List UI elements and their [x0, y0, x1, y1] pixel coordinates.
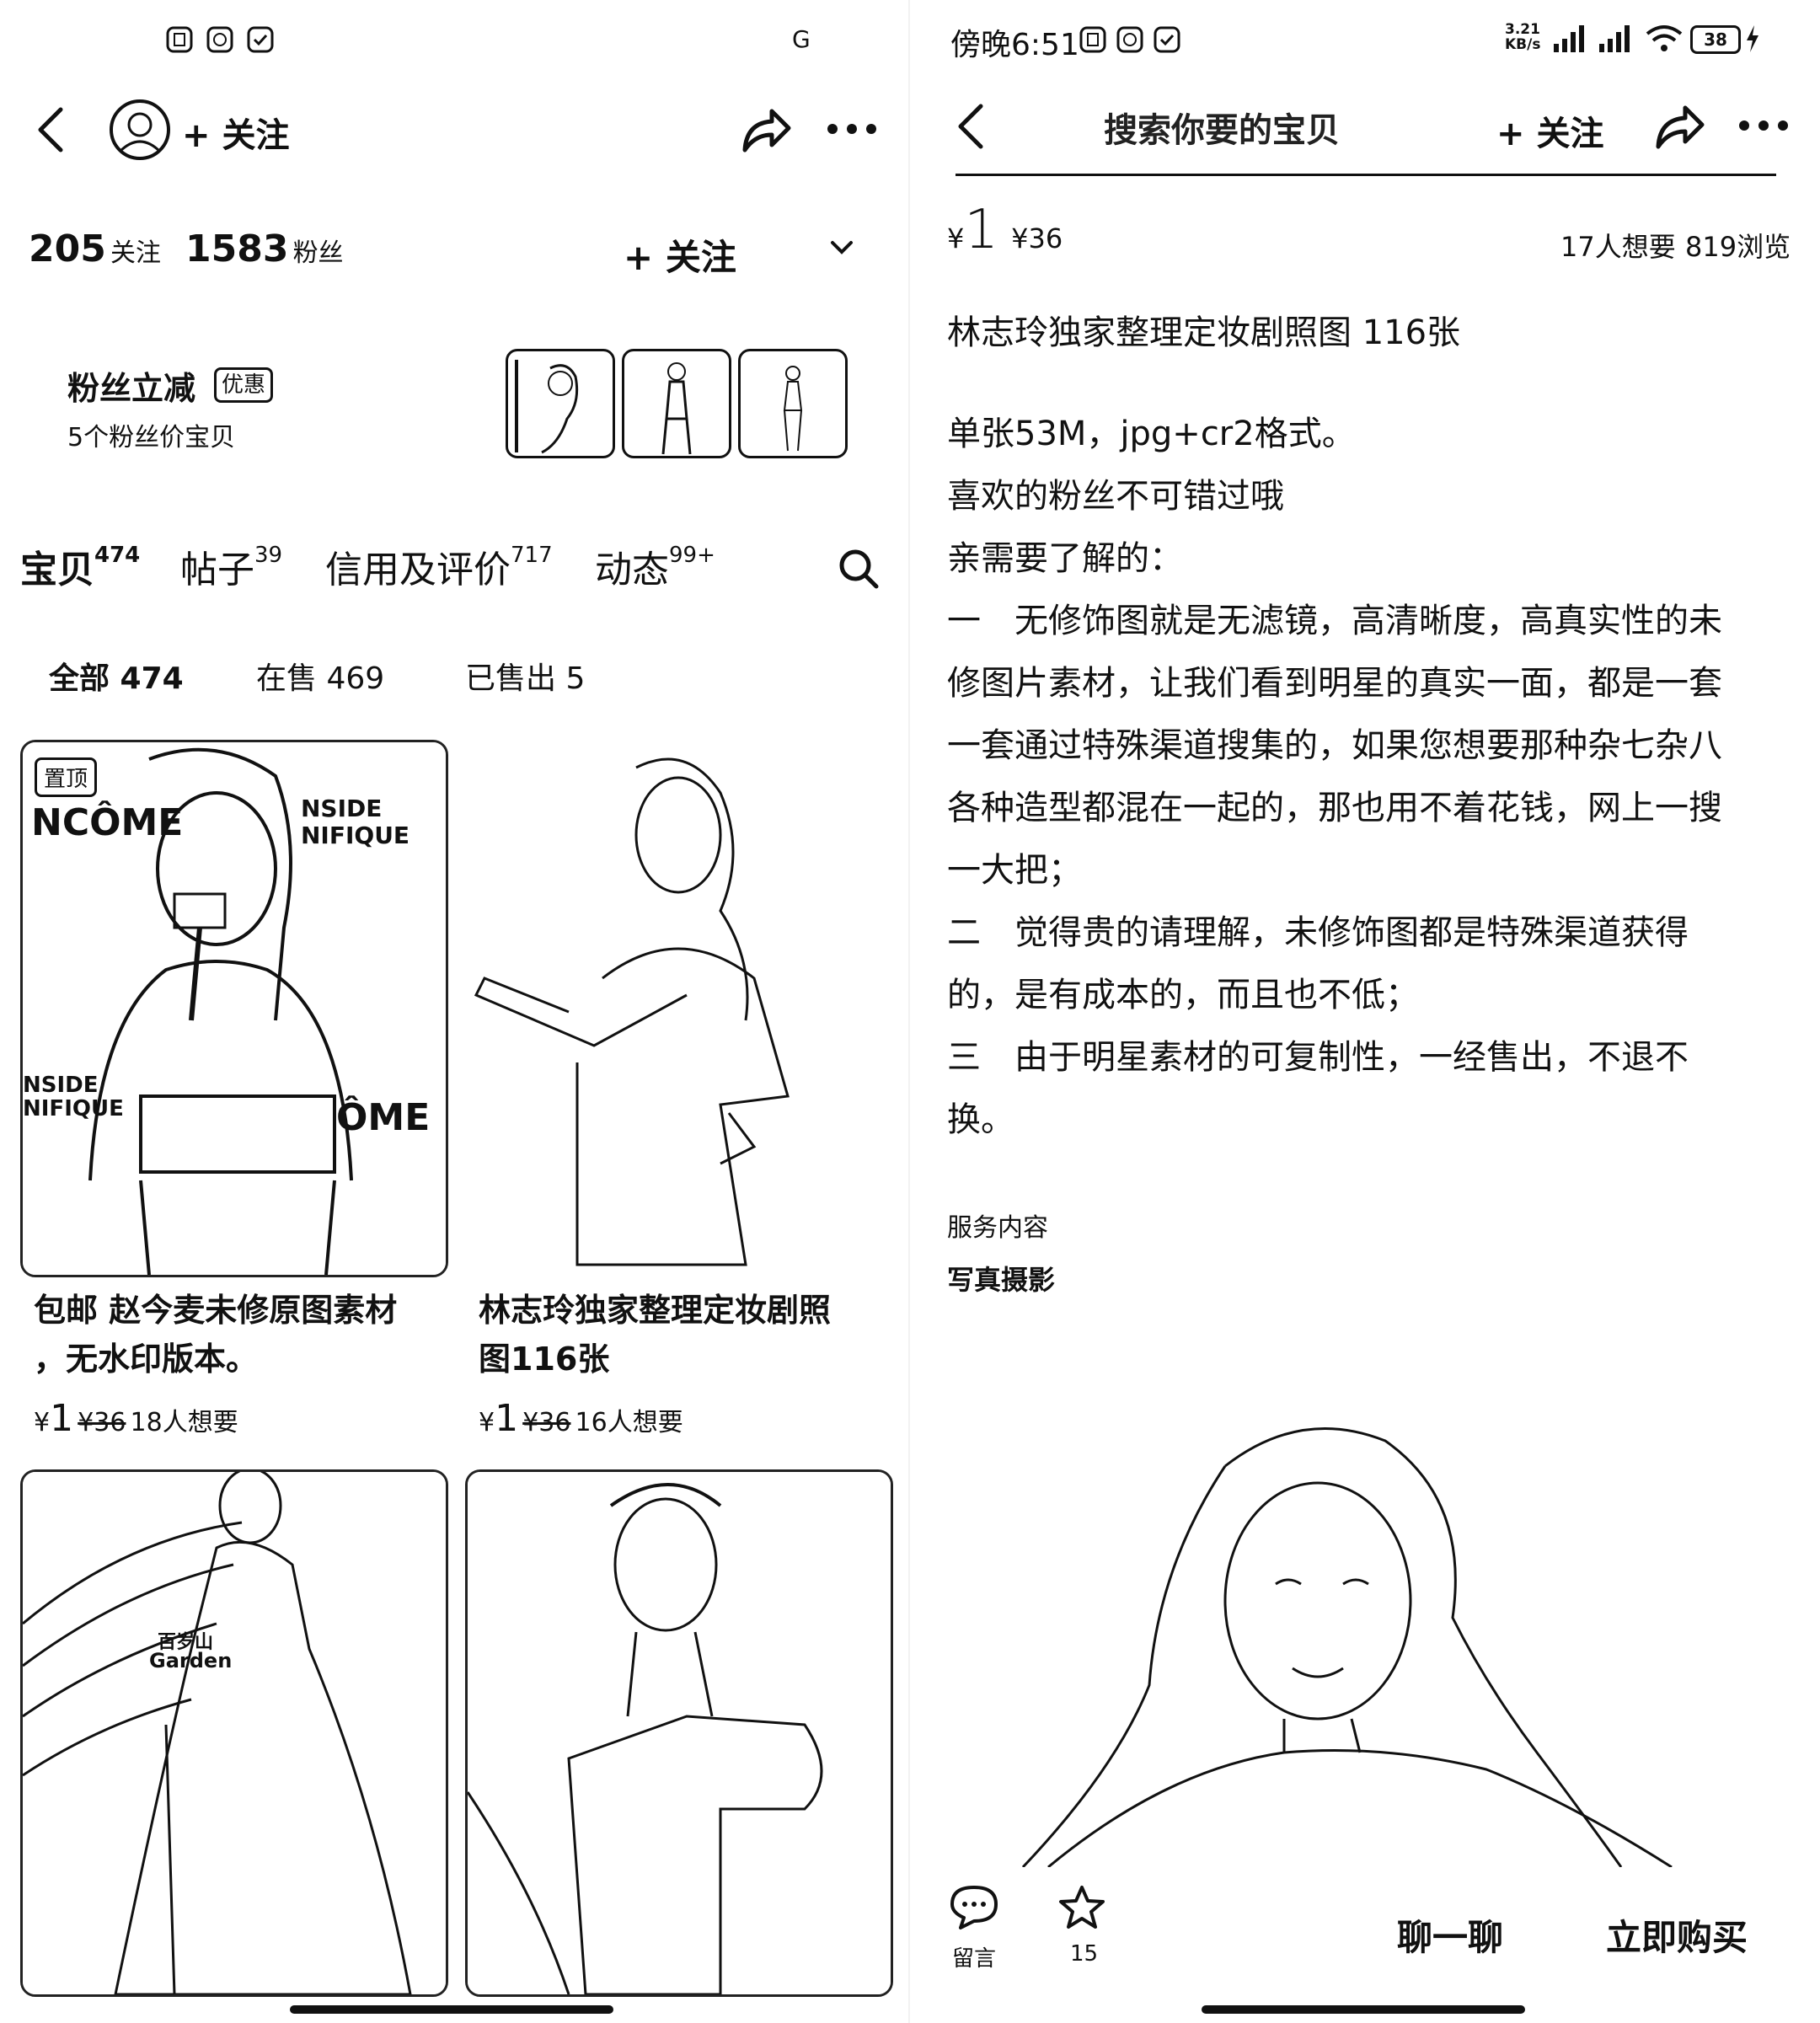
- product-title[interactable]: 林志玲独家整理定妆剧照 图116张: [479, 1292, 832, 1378]
- signal-icon: [1552, 24, 1592, 54]
- panel-divider: [908, 0, 910, 2023]
- watermark-text: NSIDE: [23, 1073, 99, 1098]
- back-arrow-icon[interactable]: [34, 104, 67, 155]
- product-card-image[interactable]: 百岁山 Garden: [20, 1469, 448, 1997]
- notification-icon: [1116, 25, 1144, 54]
- buy-now-button[interactable]: 立即购买: [1606, 1917, 1748, 1958]
- search-icon[interactable]: [838, 548, 880, 590]
- wants-count: 16人想要: [575, 1408, 683, 1437]
- tab-activity[interactable]: 动态99+: [595, 543, 715, 591]
- following-stat[interactable]: 205 关注: [29, 227, 161, 270]
- fans-label: 粉丝: [292, 238, 344, 268]
- product-card-image[interactable]: [465, 740, 893, 1277]
- notification-icon: [246, 25, 275, 54]
- pinned-badge: 置顶: [35, 757, 98, 797]
- home-indicator[interactable]: [1202, 2005, 1525, 2014]
- search-input[interactable]: 搜索你要的宝贝: [1104, 111, 1340, 150]
- back-arrow-icon[interactable]: [954, 101, 988, 152]
- header-divider: [956, 174, 1776, 176]
- follow-seller-button[interactable]: + 关注: [624, 237, 736, 278]
- product-title[interactable]: 包邮 赵今麦未修原图素材 ，无水印版本。: [34, 1292, 398, 1378]
- status-time: 傍晚6:51: [950, 28, 1079, 62]
- network-speed: 3.21 KB/s: [1505, 21, 1541, 53]
- product-card-image[interactable]: [465, 1469, 893, 1997]
- discount-badge: 优惠: [214, 367, 274, 403]
- share-icon[interactable]: [1651, 99, 1705, 153]
- more-options-icon[interactable]: [826, 121, 878, 136]
- tab-items[interactable]: 宝贝474: [20, 543, 141, 591]
- notification-icon: [206, 25, 234, 54]
- more-options-icon[interactable]: [1737, 118, 1790, 133]
- star-icon[interactable]: [1057, 1884, 1107, 1931]
- product-detail-screen: 傍晚6:51 3.21 KB/s 38 搜索你要的宝贝 + 关注 ¥1 ¥36 …: [910, 0, 1820, 2023]
- follow-button[interactable]: + 关注: [182, 116, 290, 155]
- avatar[interactable]: [108, 98, 172, 162]
- seller-profile-screen: G + 关注 205 关注 1583 粉丝 + 关注 粉丝立减 优惠 5个粉丝价…: [20, 25, 893, 2014]
- subtab-sold[interactable]: 已售出 5: [465, 661, 586, 696]
- tab-reviews[interactable]: 信用及评价717: [325, 543, 553, 591]
- notification-icon: [1079, 25, 1107, 54]
- wants-count: 18人想要: [130, 1408, 238, 1437]
- product-price: ¥1 ¥36 16人想要: [479, 1397, 683, 1440]
- tab-posts[interactable]: 帖子39: [180, 543, 283, 591]
- follow-button[interactable]: + 关注: [1496, 115, 1604, 153]
- product-price: ¥1 ¥36 18人想要: [34, 1397, 238, 1440]
- fans-stat[interactable]: 1583 粉丝: [185, 227, 344, 270]
- view-count: 819浏览: [1685, 231, 1791, 263]
- product-price: ¥1 ¥36: [947, 199, 1063, 261]
- subtab-all[interactable]: 全部 474: [49, 661, 184, 696]
- following-label: 关注: [110, 238, 161, 268]
- charging-icon: [1744, 24, 1761, 54]
- product-card-image[interactable]: NCÔME NSIDE NIFIQUE NSIDE NIFIQUE ÔME 置顶: [20, 740, 448, 1277]
- service-label: 服务内容: [947, 1213, 1048, 1243]
- product-description: 单张53M，jpg+cr2格式。 喜欢的粉丝不可错过哦 亲需要了解的： 一 无修…: [947, 415, 1722, 1139]
- promo-thumbnail[interactable]: [506, 349, 615, 458]
- watermark-text: Garden: [149, 1649, 233, 1672]
- promo-subtitle: 5个粉丝价宝贝: [67, 423, 236, 452]
- watermark-text: ÔME: [336, 1096, 431, 1139]
- watermark-text: NIFIQUE: [23, 1096, 124, 1121]
- promo-title: 粉丝立减: [67, 370, 196, 407]
- notification-icon: [165, 25, 194, 54]
- watermark-text: NCÔME: [31, 801, 184, 844]
- subtab-on-sale[interactable]: 在售 469: [256, 661, 385, 696]
- promo-thumbnail[interactable]: [622, 349, 731, 458]
- service-value: 写真摄影: [947, 1264, 1056, 1296]
- notification-icon: [1153, 25, 1181, 54]
- share-icon[interactable]: [738, 103, 792, 157]
- watermark-text: 百岁山: [158, 1632, 214, 1653]
- comment-icon[interactable]: [949, 1884, 999, 1931]
- home-indicator[interactable]: [290, 2005, 613, 2014]
- product-title: 林志玲独家整理定妆剧照图 116张: [947, 313, 1461, 352]
- watermark-text: NIFIQUE: [301, 822, 410, 849]
- fans-count: 1583: [185, 227, 289, 270]
- favorite-count[interactable]: 15: [1070, 1941, 1099, 1967]
- watermark-text: NSIDE: [301, 795, 383, 822]
- wants-count: 17人想要: [1560, 231, 1676, 263]
- promo-thumbnail[interactable]: [738, 349, 848, 458]
- product-image[interactable]: [947, 1348, 1798, 1867]
- battery-indicator: 38: [1690, 25, 1741, 54]
- following-count: 205: [29, 227, 106, 270]
- chevron-down-icon[interactable]: [829, 239, 854, 256]
- comment-label[interactable]: 留言: [952, 1946, 997, 1972]
- status-indicator: G: [792, 25, 811, 53]
- chat-button[interactable]: 聊一聊: [1397, 1917, 1504, 1958]
- signal-icon: [1598, 24, 1638, 54]
- wifi-icon: [1645, 24, 1684, 54]
